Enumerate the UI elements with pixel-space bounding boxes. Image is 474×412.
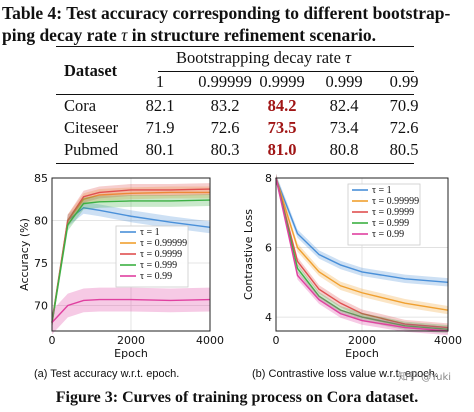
header-dataset: Dataset: [64, 61, 118, 80]
table-cell: 81.0: [267, 140, 297, 159]
series-line: [51, 188, 211, 323]
table-cell: 80.8: [329, 140, 359, 159]
header-group-tau: τ: [345, 48, 351, 67]
table-caption-tau: τ: [121, 25, 128, 45]
legend-label: τ = 0.999: [372, 218, 409, 229]
x-tick-label: 4000: [434, 334, 462, 347]
x-tick-label: 0: [49, 334, 56, 347]
legend-label: τ = 0.99: [372, 229, 404, 240]
row-label: Citeseer: [64, 118, 119, 137]
row-label: Pubmed: [64, 140, 119, 159]
table-cell: 72.6: [389, 118, 419, 137]
table-caption-line2: ping decay rate: [2, 25, 122, 45]
table-cell: 70.9: [389, 96, 419, 115]
y-tick-label: 70: [34, 300, 48, 313]
table-cell: 80.5: [389, 140, 419, 159]
series-line: [275, 177, 449, 311]
table-cell: 84.2: [267, 96, 297, 115]
table-rule-header: [158, 71, 414, 72]
series-band: [276, 173, 448, 332]
legend-label: τ = 0.99999: [372, 196, 419, 207]
x-axis-label: Epoch: [114, 347, 148, 360]
header-group-label: Bootstrapping decay rate: [176, 48, 346, 67]
legend-label: τ = 0.9999: [372, 207, 414, 218]
header-group: Bootstrapping decay rate τ: [176, 48, 351, 68]
y-axis-label: Accuracy (%): [18, 218, 31, 291]
legend-label: τ = 1: [372, 185, 392, 196]
table-caption-line1: Table 4: Test accuracy corresponding to …: [2, 3, 451, 23]
legend-label: τ = 0.9999: [140, 249, 182, 260]
table-cell: 71.9: [145, 118, 175, 137]
legend-label: τ = 1: [140, 227, 160, 238]
y-tick-label: 85: [34, 172, 48, 185]
legend-label: τ = 0.99999: [140, 238, 187, 249]
column-header: 0.99999: [198, 72, 252, 91]
table-cell: 80.1: [145, 140, 175, 159]
x-tick-label: 2000: [348, 334, 376, 347]
series-line: [51, 298, 211, 323]
y-tick-label: 80: [34, 215, 48, 228]
subcaption-a: (a) Test accuracy w.r.t. epoch.: [34, 368, 180, 380]
series-line: [275, 177, 449, 284]
x-tick-label: 0: [273, 334, 280, 347]
table-cell: 73.5: [267, 118, 297, 137]
series-line: [51, 199, 211, 323]
table-caption: Table 4: Test accuracy corresponding to …: [0, 2, 474, 46]
legend-label: τ = 0.99: [140, 271, 172, 282]
plot-frame: [275, 177, 449, 332]
table-cell: 83.2: [210, 96, 240, 115]
column-header: 0.9999: [259, 72, 305, 91]
row-label: Cora: [64, 96, 97, 115]
column-header: 0.999: [325, 72, 363, 91]
table-rule-bottom: [56, 163, 414, 164]
x-tick-label: 4000: [196, 334, 224, 347]
y-tick-label: 8: [265, 172, 272, 185]
y-tick-label: 75: [34, 257, 48, 270]
table-cell: 82.1: [145, 96, 175, 115]
series-line: [275, 177, 449, 329]
legend-label: τ = 0.999: [140, 260, 177, 271]
legend-box: [115, 225, 189, 288]
table-cell: 80.3: [210, 140, 240, 159]
subcaption-b: (b) Contrastive loss value w.r.t. epoch.: [252, 368, 438, 380]
figure-caption: Figure 3: Curves of training process on …: [55, 389, 419, 406]
column-header: 0.99: [389, 72, 419, 91]
table-rule-top: [56, 46, 414, 47]
y-tick-label: 4: [265, 311, 272, 324]
x-tick-label: 2000: [117, 334, 145, 347]
y-axis-label: Contrastive Loss: [242, 209, 255, 300]
series-line: [275, 177, 449, 330]
watermark: 知乎 @Yuki: [398, 372, 452, 383]
series-band: [276, 173, 448, 287]
legend-box: [347, 183, 421, 246]
plot-frame: [51, 177, 211, 332]
table-rule-mid: [56, 94, 414, 95]
x-axis-label: Epoch: [345, 347, 379, 360]
series-line: [275, 177, 449, 332]
table-cell: 72.6: [210, 118, 240, 137]
y-tick-label: 6: [265, 242, 272, 255]
table-cell: 82.4: [329, 96, 359, 115]
series-band: [276, 173, 448, 334]
table-cell: 73.4: [329, 118, 359, 137]
table-caption-line2-end: in structure refinement scenario.: [127, 25, 377, 45]
column-header: 1: [155, 72, 165, 91]
